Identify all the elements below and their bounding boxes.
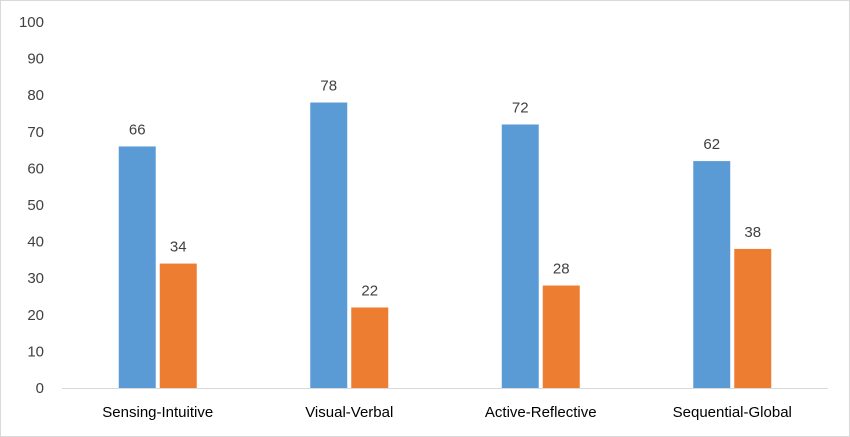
data-label-series1-3: 62: [703, 136, 720, 153]
bar-series2-1: [351, 307, 389, 388]
data-label-series1-1: 78: [320, 78, 337, 95]
bar-series1-1: [310, 102, 348, 389]
data-label-series2-2: 28: [553, 261, 570, 278]
data-label-series1-2: 72: [512, 99, 529, 116]
y-tick-label-10: 100: [19, 14, 44, 31]
y-tick-label-6: 60: [27, 160, 44, 177]
bar-series1-2: [501, 124, 539, 388]
bar-series2-0: [159, 263, 197, 388]
y-tick-label-4: 40: [27, 234, 44, 251]
y-tick-label-0: 0: [36, 380, 44, 397]
data-label-series1-0: 66: [129, 121, 146, 138]
y-tick-label-8: 80: [27, 87, 44, 104]
x-axis: Sensing-Intuitive Visual-Verbal Active-Ref…: [102, 404, 792, 421]
y-tick-label-9: 90: [27, 51, 44, 68]
bar-series2-2: [542, 285, 580, 388]
x-category-label-0: Sensing-Intuitive: [102, 404, 213, 421]
bars: [118, 102, 772, 389]
y-tick-label-1: 10: [27, 343, 44, 360]
y-tick-label-3: 30: [27, 270, 44, 287]
x-category-label-1: Visual-Verbal: [305, 404, 393, 421]
data-labels: 66 34 78 22 72 28 62 38: [129, 78, 761, 300]
y-axis: 0 10 20 30 40 50 60 70 80 90 100: [19, 14, 44, 397]
x-category-label-3: Sequential-Global: [673, 404, 792, 421]
y-tick-label-7: 70: [27, 124, 44, 141]
bar-series1-3: [693, 161, 731, 388]
data-label-series2-3: 38: [744, 224, 761, 241]
y-tick-label-2: 20: [27, 307, 44, 324]
bar-series1-0: [118, 146, 156, 388]
bar-series2-3: [734, 248, 772, 388]
data-label-series2-1: 22: [361, 282, 378, 299]
y-tick-label-5: 50: [27, 197, 44, 214]
x-category-label-2: Active-Reflective: [485, 404, 597, 421]
data-label-series2-0: 34: [170, 239, 187, 256]
